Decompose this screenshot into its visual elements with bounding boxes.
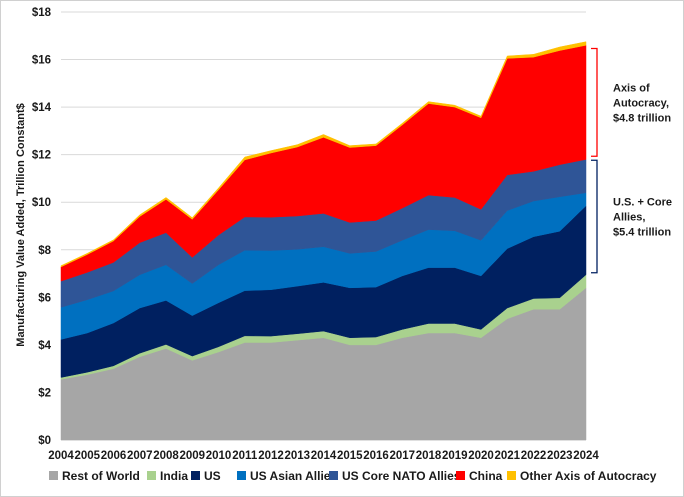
x-axis-ticks: 2004 2005 2006 2007 2008 2009 2010 2011 2012 2013… bbox=[48, 450, 599, 462]
legend-swatch-india bbox=[147, 471, 156, 480]
legend-label-india: India bbox=[160, 469, 188, 483]
x-tick-label: 2005 bbox=[74, 450, 100, 462]
x-tick-label: 2017 bbox=[389, 450, 415, 462]
y-tick-label: $12 bbox=[32, 150, 51, 162]
legend-label-us: US bbox=[204, 469, 221, 483]
annotation-axis-line: Axis of bbox=[613, 82, 650, 94]
x-tick-label: 2020 bbox=[468, 450, 494, 462]
x-tick-label: 2018 bbox=[416, 450, 442, 462]
x-tick-label: 2006 bbox=[101, 450, 127, 462]
x-tick-label: 2015 bbox=[337, 450, 363, 462]
y-tick-label: $0 bbox=[38, 435, 51, 447]
legend-label-china: China bbox=[469, 469, 503, 483]
y-tick-label: $10 bbox=[32, 197, 51, 209]
annotation-allies-line: $5.4 trillion bbox=[613, 226, 671, 238]
annotation-axis-line: Autocracy, bbox=[613, 97, 669, 109]
area-other-axis-of-autocracy bbox=[60, 41, 587, 268]
x-tick-label: 2014 bbox=[311, 450, 337, 462]
x-tick-label: 2019 bbox=[442, 450, 468, 462]
legend-label-other-axis-of-autocracy: Other Axis of Autocracy bbox=[520, 469, 657, 483]
legend-swatch-us bbox=[191, 471, 200, 480]
legend-label-rest-of-world: Rest of World bbox=[62, 469, 140, 483]
annotation-allies-line: Allies, bbox=[613, 211, 645, 223]
y-axis-ticks: $0 $2 $4 $6 $8 $10 $12 $14 $16 $18 bbox=[32, 7, 52, 447]
annotation-allies-line: U.S. + Core bbox=[613, 196, 672, 208]
x-tick-label: 2016 bbox=[363, 450, 389, 462]
y-tick-label: $8 bbox=[38, 245, 51, 257]
annotation-axis-line: $4.8 trillion bbox=[613, 112, 671, 124]
x-tick-label: 2004 bbox=[48, 450, 74, 462]
bracket-axis bbox=[591, 47, 598, 157]
legend-swatch-us-asian-allies bbox=[237, 471, 246, 480]
legend-swatch-us-core-nato-allies bbox=[329, 471, 338, 480]
x-tick-label: 2022 bbox=[521, 450, 547, 462]
y-tick-label: $4 bbox=[38, 340, 51, 352]
x-tick-label: 2010 bbox=[206, 450, 232, 462]
x-tick-label: 2021 bbox=[494, 450, 520, 462]
area-series bbox=[60, 41, 587, 441]
y-tick-label: $14 bbox=[32, 102, 52, 114]
y-tick-label: $16 bbox=[32, 55, 51, 67]
y-axis-label: Manufacturing Value Added, Trillion Cons… bbox=[15, 103, 27, 346]
bracket-allies bbox=[591, 159, 598, 274]
x-tick-label: 2007 bbox=[127, 450, 153, 462]
y-tick-label: $6 bbox=[38, 292, 51, 304]
y-tick-label: $2 bbox=[38, 387, 51, 399]
x-tick-label: 2008 bbox=[153, 450, 179, 462]
legend-label-us-core-nato-allies: US Core NATO Allies bbox=[342, 469, 461, 483]
legend-swatch-rest-of-world bbox=[49, 471, 58, 480]
x-tick-label: 2009 bbox=[179, 450, 205, 462]
y-tick-label: $18 bbox=[32, 7, 52, 19]
legend: Rest of World India US US Asian Allies US Co… bbox=[49, 469, 657, 483]
annotations: Axis of Autocracy, $4.8 trillion U.S. + Cor… bbox=[591, 47, 672, 274]
legend-label-us-asian-allies: US Asian Allies bbox=[250, 469, 337, 483]
legend-swatch-other-axis-of-autocracy bbox=[507, 471, 516, 480]
x-tick-label: 2023 bbox=[547, 450, 573, 462]
x-tick-label: 2011 bbox=[232, 450, 258, 462]
x-tick-label: 2024 bbox=[573, 450, 599, 462]
legend-swatch-china bbox=[456, 471, 465, 480]
x-tick-label: 2013 bbox=[284, 450, 310, 462]
x-tick-label: 2012 bbox=[258, 450, 284, 462]
